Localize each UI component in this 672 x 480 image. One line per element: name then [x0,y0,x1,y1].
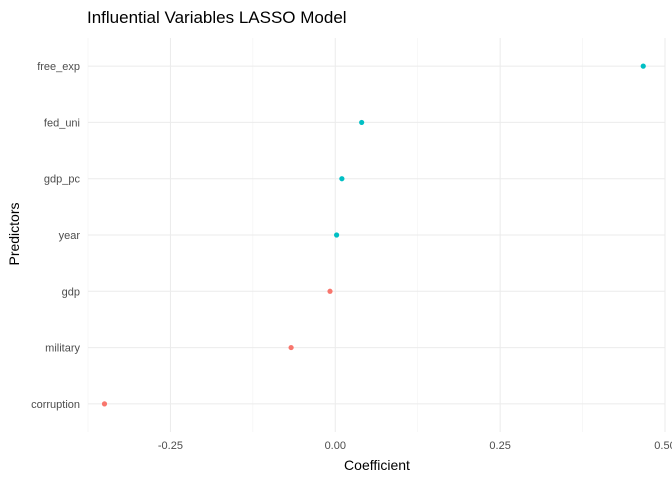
x-tick-label-0: -0.25 [158,440,183,452]
data-points [101,63,646,407]
x-tick-label-3: 0.50 [654,440,672,452]
point-military [288,344,294,351]
y-axis-title: Predictors [6,202,22,265]
point-gdp [327,288,333,294]
x-tick-label-2: 0.25 [489,440,510,452]
x-tick-labels: -0.25 0.00 0.25 0.50 [158,440,672,452]
y-tick-label-year: year [59,230,81,242]
y-tick-label-military: military [45,343,80,355]
y-tick-label-gdp: gdp [62,286,80,298]
x-tick-label-1: 0.00 [325,440,346,452]
y-tick-label-fed_uni: fed_uni [44,117,80,129]
point-year [334,232,340,238]
x-axis-title: Coefficient [344,457,410,473]
point-fed_uni [359,119,365,126]
point-corruption [101,401,108,407]
y-tick-label-free_exp: free_exp [37,61,80,73]
point-free_exp [640,63,646,69]
y-tick-label-corruption: corruption [31,399,80,411]
point-gdp_pc [339,176,345,182]
chart-title: Influential Variables LASSO Model [87,8,347,27]
grid-lines [87,38,666,432]
y-tick-label-gdp_pc: gdp_pc [44,174,81,186]
